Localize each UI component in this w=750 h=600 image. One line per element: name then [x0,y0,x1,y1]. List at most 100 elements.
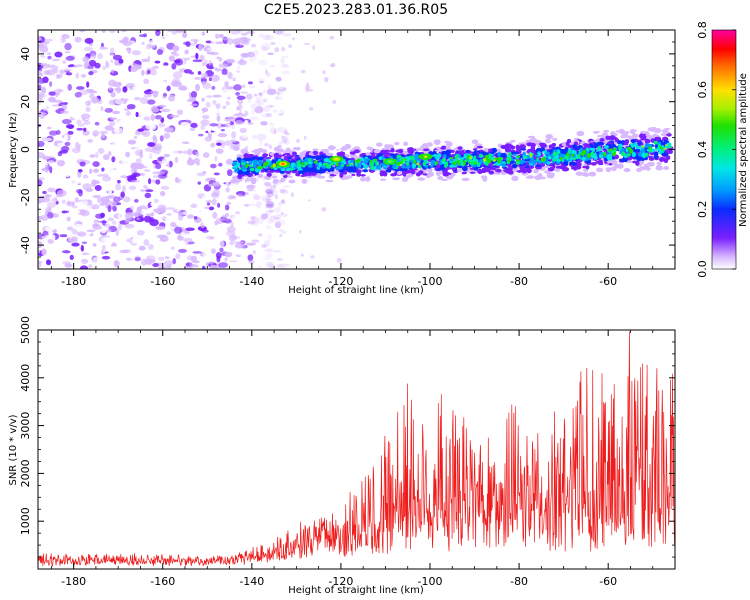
heatmap-noise-speck [157,171,166,175]
heatmap-noise-speck [257,199,266,204]
heatmap-noise-speck [117,214,122,219]
heatmap-signal-cell [340,151,346,156]
heatmap-noise-speck [201,107,209,113]
heatmap-signal-cell [582,165,587,169]
heatmap-noise-speck [83,205,94,211]
heatmap-noise-speck [41,235,51,240]
heatmap-noise-speck [185,41,191,47]
heatmap-noise-speck [88,83,98,87]
heatmap-noise-speck [244,203,250,207]
heatmap-noise-speck [96,98,103,105]
heatmap-signal-cell [459,159,464,163]
heatmap-signal-cell [526,175,535,179]
heatmap-noise-speck [97,174,104,177]
heatmap-signal-cell [528,165,535,169]
heatmap-noise-speck [275,83,284,90]
heatmap-signal-cell [463,160,466,166]
heatmap-signal-cell [296,160,301,166]
heatmap-noise-speck [94,168,99,172]
heatmap-noise-speck [276,264,285,269]
heatmap-noise-speck [251,72,255,78]
heatmap-noise-speck [195,83,201,92]
heatmap-noise-speck [224,251,233,258]
heatmap-signal-cell [312,148,319,152]
heatmap-noise-speck [280,263,291,267]
heatmap-noise-speck [38,179,43,187]
heatmap-noise-speck [280,138,287,145]
heatmap-noise-speck [162,65,170,71]
heatmap-noise-speck [218,137,229,141]
heatmap-signal-cell [663,127,671,130]
heatmap-noise-speck [185,227,195,232]
heatmap-noise-speck [264,143,269,147]
heatmap-noise-speck [38,261,43,264]
heatmap-noise-speck [79,161,86,167]
heatmap-noise-speck [267,219,277,226]
heatmap-noise-speck [79,30,86,33]
heatmap-signal-cell [470,160,475,165]
heatmap-noise-speck [68,246,74,250]
heatmap-noise-speck [107,187,113,195]
heatmap-noise-speck [120,171,129,176]
heatmap-signal-cell [415,172,421,177]
heatmap-noise-speck [149,41,159,45]
heatmap-noise-speck [252,249,256,255]
heatmap-noise-speck [152,135,157,141]
heatmap-noise-speck [80,258,89,264]
heatmap-noise-speck [172,71,183,79]
heatmap-noise-speck [197,225,207,232]
heatmap-signal-cell [556,151,560,155]
heatmap-noise-speck [194,39,198,44]
heatmap-signal-cell [347,168,354,173]
heatmap-noise-speck [145,255,156,261]
heatmap-noise-speck [212,99,217,105]
heatmap-noise-speck [261,244,267,248]
heatmap-signal-cell [259,166,264,169]
x-tick-label: -120 [328,275,353,288]
heatmap-noise-speck [265,264,272,269]
heatmap-noise-speck [243,98,249,104]
heatmap-noise-speck [217,54,222,57]
heatmap-noise-speck [211,192,219,197]
heatmap-noise-speck [127,47,131,55]
heatmap-signal-cell [272,163,276,168]
heatmap-noise-speck [143,215,152,223]
heatmap-signal-cell [590,162,597,166]
heatmap-noise-speck [136,40,143,47]
y-tick-label: -20 [19,188,32,206]
heatmap-noise-speck [62,102,69,105]
heatmap-noise-speck [161,216,168,222]
heatmap-noise-speck [226,169,233,177]
heatmap-noise-speck [147,69,151,75]
heatmap-noise-speck [108,99,116,105]
heatmap-noise-speck [154,143,162,150]
heatmap-noise-speck [278,104,286,112]
heatmap-noise-speck [64,141,71,146]
heatmap-signal-cell [661,128,669,134]
heatmap-noise-speck [226,58,236,64]
heatmap-signal-cell [564,147,569,153]
y-tick-label: 3000 [19,412,32,440]
heatmap-signal-cell [506,144,514,147]
heatmap-noise-speck [154,114,162,120]
colorbar-tick-label: 0.2 [696,201,709,219]
heatmap-noise-speck [268,209,275,213]
heatmap-noise-speck [202,222,212,226]
heatmap-noise-speck [200,124,206,130]
heatmap-noise-speck [218,262,229,268]
heatmap-noise-speck [218,63,228,69]
colorbar-tick-label: 0.6 [696,81,709,99]
heatmap-noise-speck [86,81,90,88]
x-tick-label: -140 [239,275,264,288]
heatmap-noise-speck [256,133,267,141]
heatmap-signal-cell [248,160,253,165]
heatmap-signal-cell [542,150,547,153]
heatmap-signal-cell [417,177,426,181]
heatmap-noise-speck [265,69,268,74]
heatmap-noise-speck [47,126,52,130]
heatmap-hotspot-core [388,160,392,163]
heatmap-noise-speck [230,30,240,35]
heatmap-noise-speck [202,251,211,259]
x-tick-label: -80 [510,575,528,588]
heatmap-signal-cell [613,154,619,160]
